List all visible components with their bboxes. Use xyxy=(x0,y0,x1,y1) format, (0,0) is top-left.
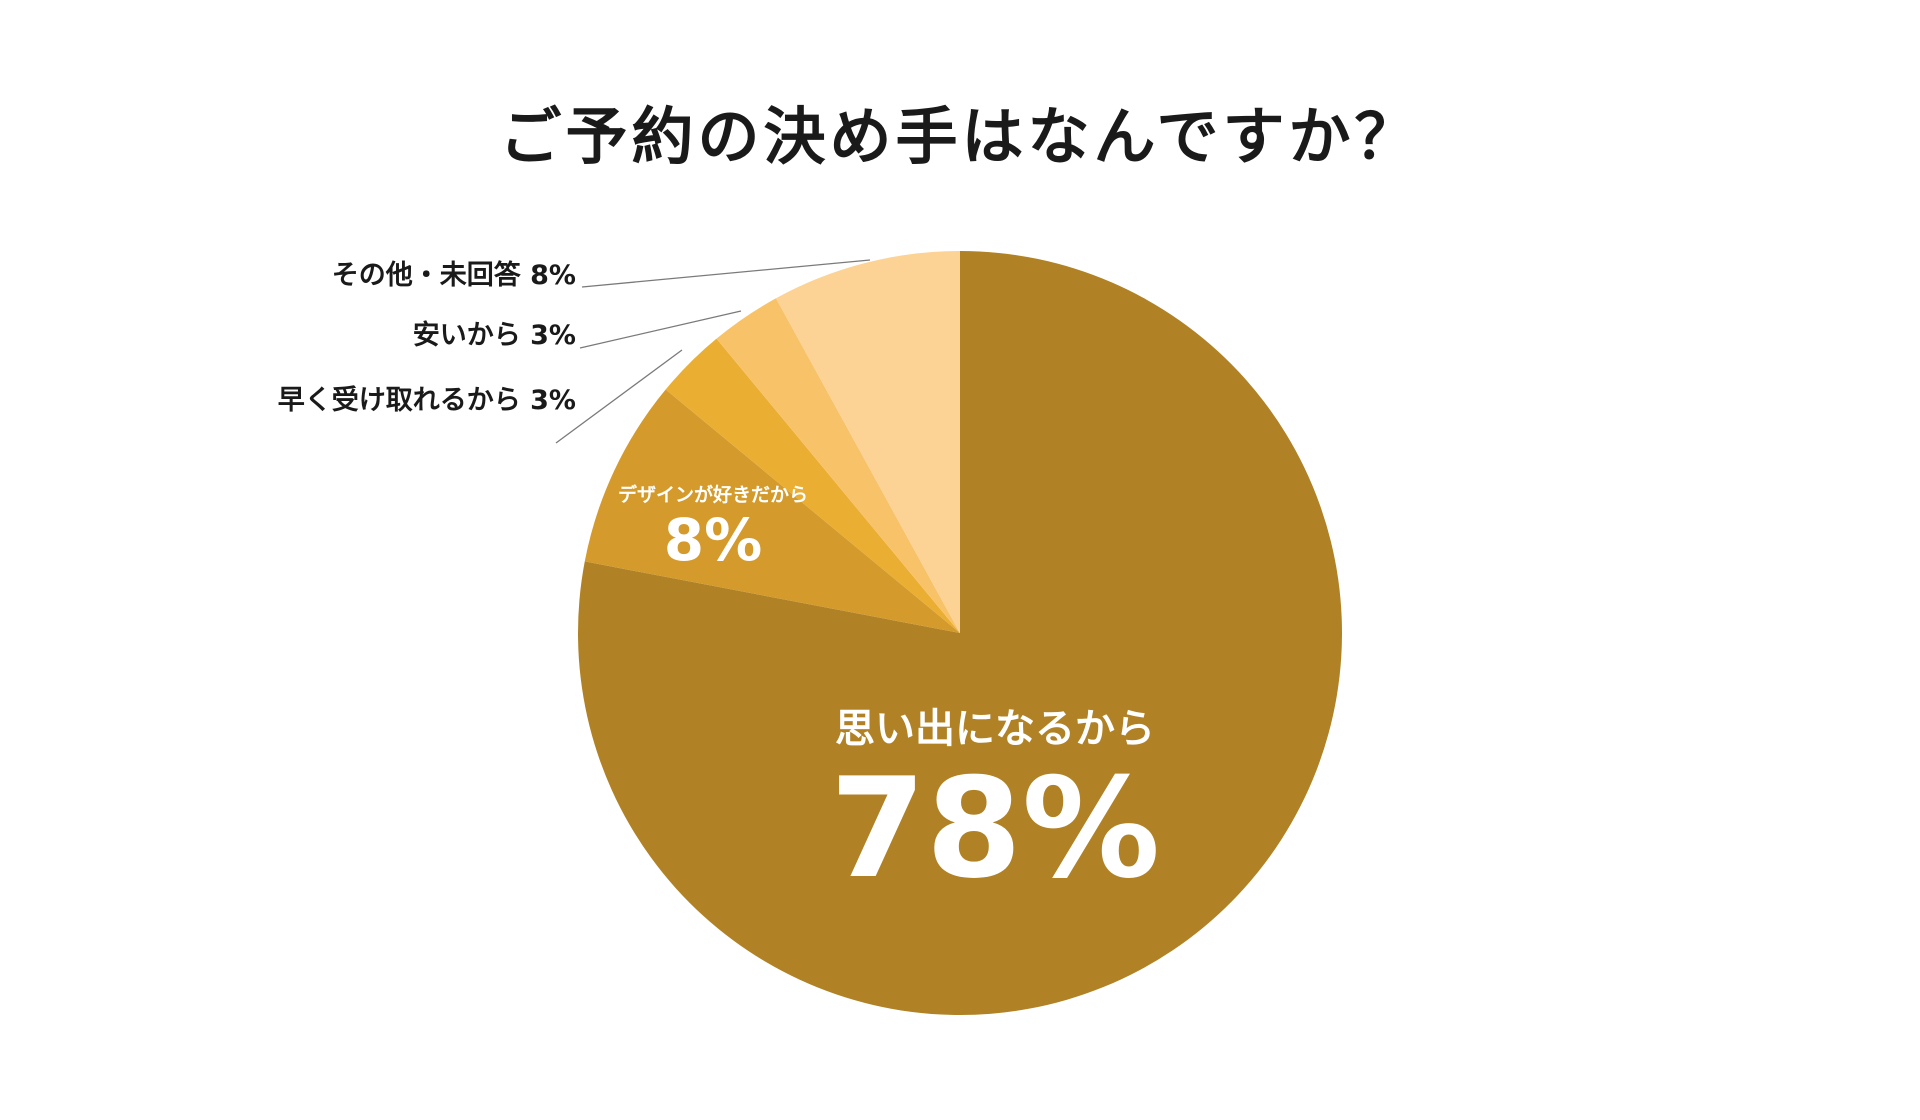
slice-value-1: 78% xyxy=(830,748,1160,909)
pie-slice-5 xyxy=(775,251,960,633)
chart-title: ご予約の決め手はなんですか？ xyxy=(499,100,1421,173)
pie-slice-4 xyxy=(716,298,960,633)
slice-value-2: 8% xyxy=(664,506,762,574)
leader-line-4 xyxy=(579,310,742,349)
pie-slice-2 xyxy=(584,389,960,633)
slice-label-1: 思い出になるから xyxy=(835,706,1155,752)
leader-line-3 xyxy=(555,349,683,444)
slice-label-2: デザインが好きだから xyxy=(618,483,808,506)
slice-label-5: その他・未回答 8% xyxy=(332,259,576,291)
slice-label-3: 早く受け取れるから 3% xyxy=(278,384,576,416)
pie-slice-1 xyxy=(578,251,1343,1015)
leader-line-5 xyxy=(581,259,871,288)
slice-label-4: 安いから 3% xyxy=(413,320,576,351)
pie-slice-3 xyxy=(665,338,960,633)
